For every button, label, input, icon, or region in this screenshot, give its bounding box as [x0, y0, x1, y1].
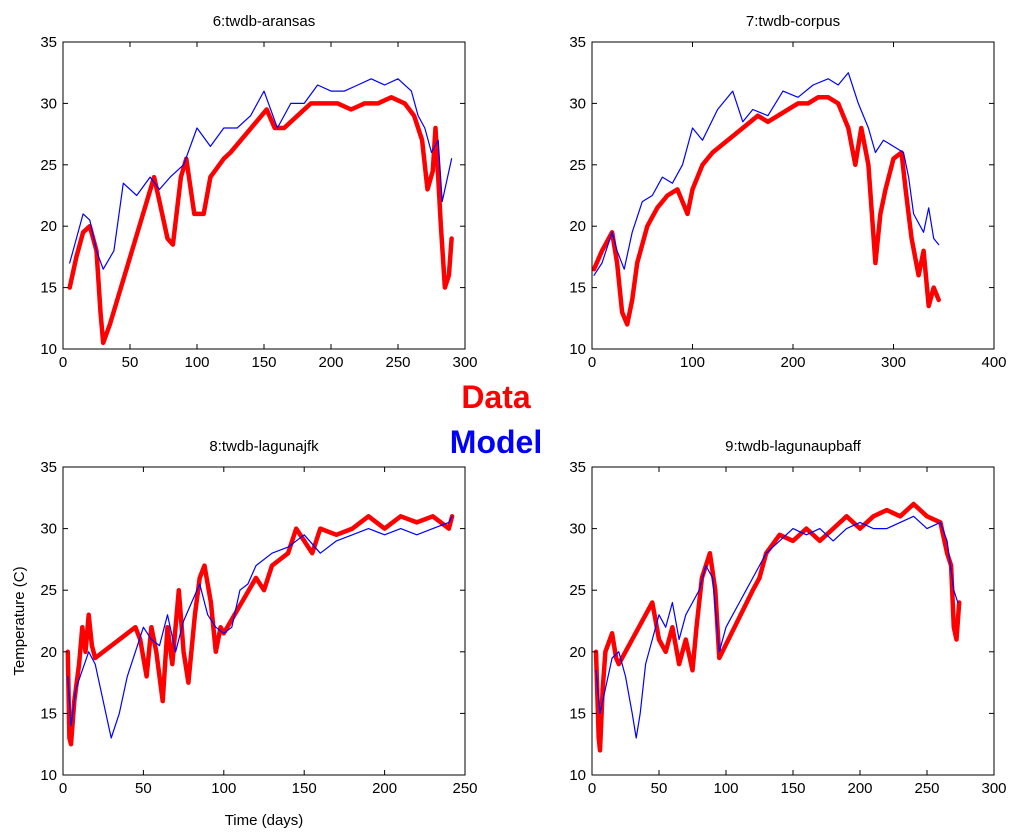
subplot-title: 7:twdb-corpus	[746, 13, 840, 30]
data-line	[592, 95, 941, 327]
plot-area	[67, 78, 454, 346]
x-tick-label: 200	[372, 780, 397, 797]
x-tick-label: 200	[847, 780, 872, 797]
x-tick-label: 400	[981, 354, 1006, 371]
x-tick-label: 150	[780, 780, 805, 797]
x-tick-label: 250	[914, 780, 939, 797]
y-tick-label: 35	[40, 34, 57, 51]
x-tick-label: 100	[713, 780, 738, 797]
y-tick-label: 20	[40, 644, 57, 661]
y-tick-label: 20	[40, 218, 57, 235]
plot-area	[65, 514, 455, 747]
y-tick-label: 25	[40, 157, 57, 174]
y-tick-label: 10	[569, 341, 586, 358]
x-tick-label: 250	[385, 354, 410, 371]
x-tick-label: 0	[588, 780, 596, 797]
y-tick-label: 25	[569, 582, 586, 599]
y-tick-label: 15	[40, 280, 57, 297]
x-tick-label: 50	[135, 780, 152, 797]
legend-entry: Data	[461, 379, 531, 415]
y-tick-label: 10	[40, 341, 57, 358]
y-tick-label: 35	[569, 34, 586, 51]
model-line	[67, 515, 453, 739]
data-line	[593, 501, 962, 753]
x-tick-label: 200	[318, 354, 343, 371]
plot-area	[592, 72, 941, 327]
x-tick-label: 0	[59, 780, 67, 797]
y-tick-label: 30	[569, 95, 586, 112]
y-tick-label: 25	[40, 582, 57, 599]
axes-box	[591, 466, 995, 776]
x-tick-label: 0	[59, 354, 67, 371]
y-tick-label: 10	[40, 767, 57, 784]
subplot: 0 100 200 300 400 10 15 20 25 30 35 7:twdb-corpus	[569, 13, 1006, 371]
y-tick-label: 20	[569, 644, 586, 661]
x-tick-label: 300	[981, 780, 1006, 797]
axes-box	[62, 466, 466, 776]
y-tick-label: 15	[40, 705, 57, 722]
x-tick-label: 50	[122, 354, 139, 371]
x-tick-label: 300	[881, 354, 906, 371]
model-line	[595, 515, 959, 739]
x-tick-label: 100	[680, 354, 705, 371]
y-tick-label: 30	[40, 95, 57, 112]
subplot-title: 9:twdb-lagunaupbaff	[725, 438, 861, 455]
x-tick-label: 150	[251, 354, 276, 371]
model-line	[593, 72, 940, 276]
plot-area	[593, 501, 962, 753]
y-axis-label: Temperature (C)	[11, 566, 28, 675]
model-line	[69, 78, 453, 270]
y-tick-label: 10	[569, 767, 586, 784]
y-tick-label: 15	[569, 280, 586, 297]
legend-entry: Model	[450, 424, 542, 460]
x-tick-label: 0	[588, 354, 596, 371]
y-tick-label: 35	[569, 459, 586, 476]
y-tick-label: 25	[569, 157, 586, 174]
y-tick-label: 30	[569, 521, 586, 538]
x-tick-label: 300	[452, 354, 477, 371]
x-tick-label: 100	[211, 780, 236, 797]
data-line	[65, 514, 455, 747]
y-tick-label: 35	[40, 459, 57, 476]
subplot: 0 50 100 150 200 250 300 10 15 20 25 30 35 6:twdb-ara…	[40, 13, 477, 371]
subplot-title: 8:twdb-lagunajfk	[209, 438, 319, 455]
data-line	[67, 95, 454, 346]
x-axis-label: Time (days)	[225, 812, 304, 829]
y-tick-label: 15	[569, 705, 586, 722]
subplot-title: 6:twdb-aransas	[213, 13, 316, 30]
y-tick-label: 30	[40, 521, 57, 538]
subplot: 0 50 100 150 200 250 300 10 15 20 25 30 35 9:twdb-lag…	[569, 438, 1006, 797]
x-tick-label: 100	[184, 354, 209, 371]
x-tick-label: 150	[292, 780, 317, 797]
x-tick-label: 250	[452, 780, 477, 797]
y-tick-label: 20	[569, 218, 586, 235]
x-tick-label: 50	[651, 780, 668, 797]
axes-box	[62, 41, 466, 350]
subplot: 0 50 100 150 200 250 10 15 20 25 30 35 8:twdb-laguna…	[11, 438, 478, 829]
x-tick-label: 200	[780, 354, 805, 371]
